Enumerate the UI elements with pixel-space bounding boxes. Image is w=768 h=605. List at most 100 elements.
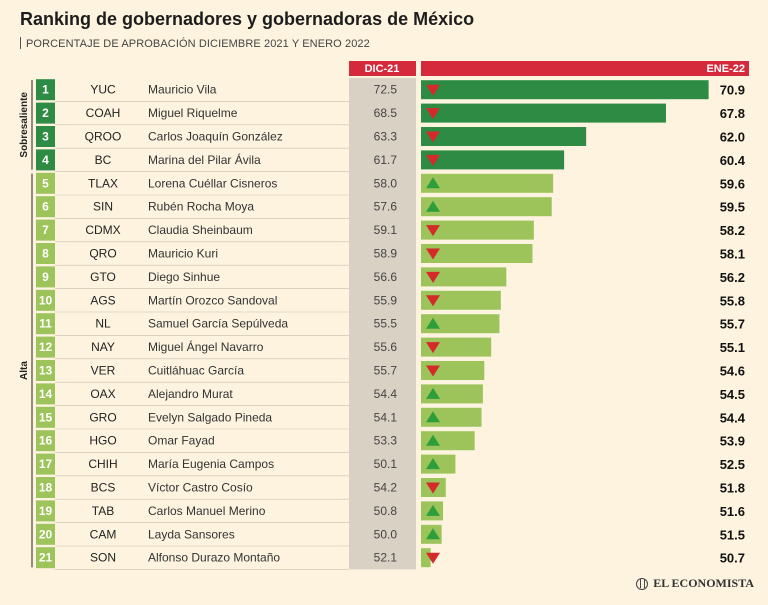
- governor-name: Layda Sansores: [148, 527, 235, 541]
- ene-bar: [421, 267, 507, 287]
- ene-bar: [421, 103, 666, 123]
- state-code: TAB: [92, 504, 114, 518]
- ene-value: 58.2: [720, 223, 745, 238]
- governor-name: Mauricio Kuri: [148, 247, 218, 261]
- ene-value: 60.4: [720, 153, 746, 168]
- dic-value: 54.2: [374, 481, 398, 495]
- ene-bar: [421, 220, 534, 240]
- trend-up-icon: [426, 411, 440, 423]
- state-code: GTO: [90, 270, 116, 284]
- dic-value: 50.1: [374, 457, 398, 471]
- ene-bar: [421, 150, 565, 170]
- ene-bar: [421, 548, 431, 568]
- rank-cell: [36, 219, 55, 241]
- ene-value: 52.5: [720, 457, 745, 472]
- ene-bar: [421, 244, 533, 263]
- dic-value: 63.3: [374, 130, 398, 144]
- source-logo: EL ECONOMISTA: [636, 576, 754, 591]
- rank-cell: [36, 383, 55, 405]
- ene-value: 59.6: [720, 176, 745, 191]
- ene-bar: [421, 290, 501, 310]
- state-code: CHIH: [88, 457, 117, 471]
- rank-number: 4: [42, 153, 49, 167]
- ene-value: 59.5: [720, 200, 745, 215]
- rank-cell: [36, 477, 55, 498]
- governor-name: Alfonso Durazo Montaño: [148, 551, 280, 565]
- dic-column-background: [349, 78, 416, 570]
- trend-down-icon: [426, 131, 440, 143]
- trend-down-icon: [426, 84, 440, 96]
- rank-number: 19: [39, 504, 53, 518]
- state-code: BC: [95, 153, 112, 167]
- ene-value: 55.7: [720, 317, 745, 332]
- rank-cell: [36, 336, 55, 358]
- governor-name: Omar Fayad: [148, 434, 215, 448]
- rank-number: 8: [42, 247, 49, 261]
- rank-cell: [36, 360, 55, 381]
- ene-bar: [421, 431, 475, 451]
- rank-number: 3: [42, 130, 49, 144]
- rank-number: 14: [39, 387, 53, 401]
- trend-down-icon: [426, 271, 440, 283]
- state-code: NL: [95, 317, 111, 331]
- governor-name: Samuel García Sepúlveda: [148, 317, 288, 331]
- trend-down-icon: [426, 295, 440, 307]
- trend-down-icon: [426, 248, 440, 260]
- header-dic-label: DIC-21: [365, 63, 400, 75]
- governor-name: Martín Orozco Sandoval: [148, 293, 277, 307]
- ene-bar: [421, 197, 552, 217]
- chart-subtitle: PORCENTAJE DE APROBACIÓN DICIEMBRE 2021 …: [20, 37, 370, 50]
- trend-down-icon: [426, 108, 440, 120]
- ene-bar: [421, 314, 500, 334]
- dic-value: 52.1: [374, 551, 398, 565]
- globe-icon: [636, 577, 649, 590]
- trend-up-icon: [426, 200, 440, 212]
- rank-number: 12: [39, 340, 53, 354]
- rank-number: 11: [39, 317, 52, 331]
- ene-value: 51.6: [720, 504, 745, 519]
- dic-value: 59.1: [374, 223, 398, 237]
- trend-up-icon: [426, 177, 440, 189]
- governor-name: Cuitláhuac García: [148, 364, 244, 378]
- state-code: SIN: [93, 200, 113, 214]
- dic-value: 54.4: [374, 387, 398, 401]
- governor-name: Carlos Joaquín González: [148, 130, 283, 144]
- ene-value: 50.7: [720, 551, 745, 566]
- rank-cell: [36, 500, 55, 522]
- governor-name: Lorena Cuéllar Cisneros: [148, 176, 277, 190]
- rank-cell: [36, 547, 55, 569]
- dic-value: 58.0: [374, 176, 398, 190]
- governor-name: Diego Sinhue: [148, 270, 220, 284]
- rank-number: 18: [39, 481, 53, 495]
- trend-up-icon: [426, 434, 440, 446]
- trend-down-icon: [426, 225, 440, 237]
- trend-up-icon: [426, 387, 440, 399]
- ene-bar: [421, 80, 709, 100]
- ene-bar: [421, 454, 456, 474]
- rank-cell: [36, 523, 55, 545]
- governor-name: Miguel Ángel Navarro: [148, 339, 264, 354]
- rank-cell: [36, 102, 55, 124]
- governor-name: Mauricio Vila: [148, 83, 217, 97]
- dic-value: 57.6: [374, 200, 398, 214]
- governor-name: Evelyn Salgado Pineda: [148, 410, 272, 424]
- governor-name: Carlos Manuel Merino: [148, 504, 266, 518]
- dic-value: 53.3: [374, 434, 398, 448]
- state-code: COAH: [86, 106, 121, 120]
- rank-number: 13: [39, 364, 53, 378]
- state-code: TLAX: [88, 176, 118, 190]
- rank-cell: [36, 79, 55, 101]
- rank-cell: [36, 406, 55, 428]
- rank-cell: [36, 453, 55, 475]
- ene-bar: [421, 173, 554, 193]
- trend-down-icon: [426, 154, 440, 166]
- state-code: CAM: [90, 527, 117, 541]
- rank-number: 21: [39, 551, 53, 565]
- governor-name: Rubén Rocha Moya: [148, 200, 254, 214]
- state-code: QROO: [85, 130, 122, 144]
- governor-name: Víctor Castro Cosío: [148, 481, 253, 495]
- state-code: QRO: [89, 247, 116, 261]
- ene-value: 56.2: [720, 270, 745, 285]
- ene-value: 53.9: [720, 434, 745, 449]
